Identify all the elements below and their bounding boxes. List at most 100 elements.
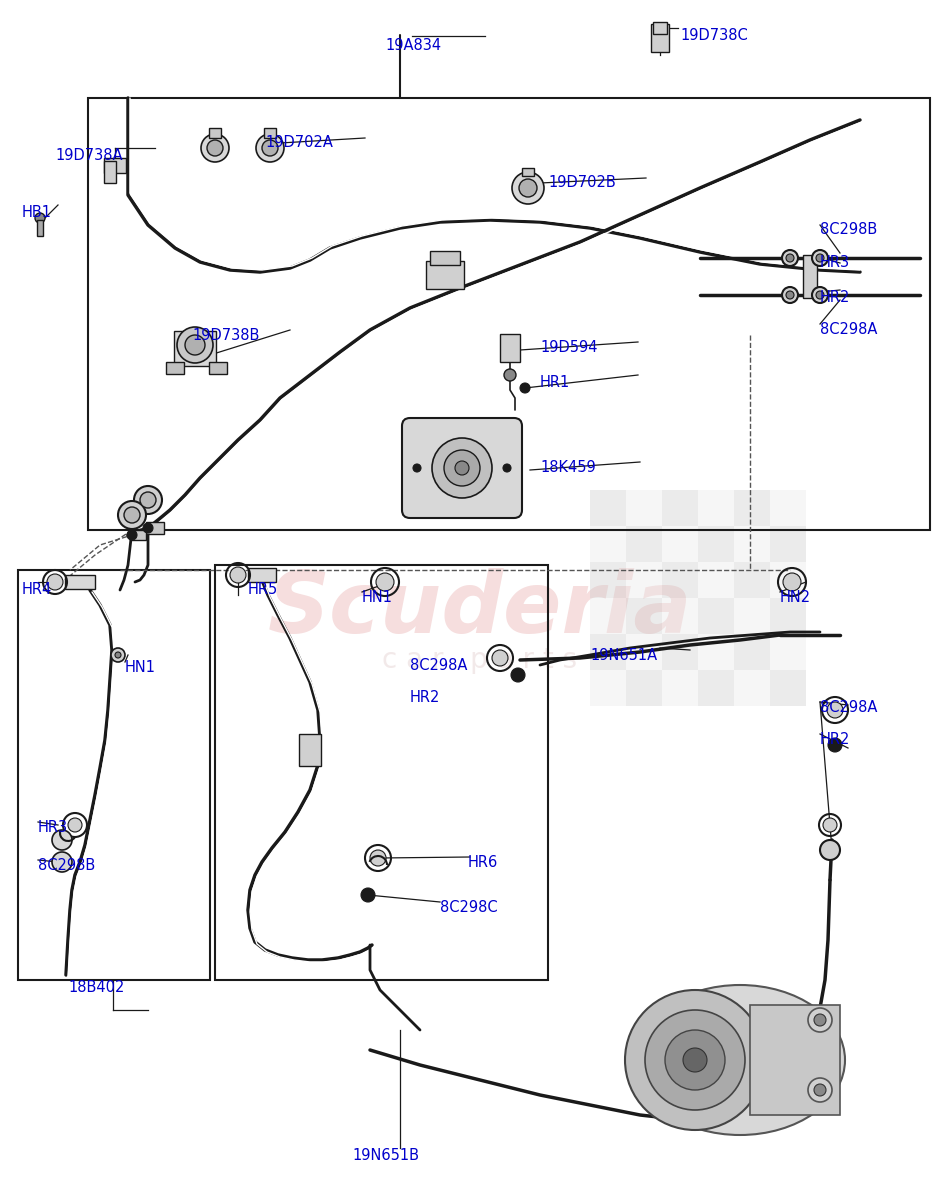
Circle shape — [413, 464, 421, 472]
Circle shape — [177, 326, 213, 362]
Circle shape — [143, 523, 153, 533]
Circle shape — [376, 572, 394, 590]
Circle shape — [665, 1030, 725, 1090]
Bar — [734, 670, 770, 706]
Bar — [299, 734, 321, 766]
Bar — [500, 334, 520, 362]
Text: HR1: HR1 — [540, 374, 570, 390]
Text: 8C298A: 8C298A — [820, 700, 878, 715]
Text: HR3: HR3 — [38, 820, 68, 835]
Text: HN1: HN1 — [125, 660, 156, 674]
Bar — [590, 598, 626, 634]
Text: 19D738C: 19D738C — [680, 28, 748, 43]
Circle shape — [230, 566, 246, 583]
Bar — [662, 598, 698, 634]
Bar — [146, 522, 164, 534]
Circle shape — [808, 1008, 832, 1032]
Text: 18K459: 18K459 — [540, 460, 596, 475]
Bar — [264, 128, 276, 138]
Text: 19D738B: 19D738B — [192, 328, 259, 343]
Circle shape — [185, 335, 205, 355]
Text: 19D702B: 19D702B — [548, 175, 616, 190]
Bar — [734, 526, 770, 562]
Bar — [662, 562, 698, 598]
Circle shape — [645, 1010, 745, 1110]
Bar — [130, 530, 146, 540]
Circle shape — [812, 287, 828, 302]
Bar — [626, 526, 662, 562]
Circle shape — [127, 530, 137, 540]
Bar — [430, 251, 460, 265]
Bar — [734, 490, 770, 526]
Circle shape — [361, 888, 375, 902]
Bar — [166, 362, 184, 374]
Circle shape — [432, 438, 492, 498]
Circle shape — [503, 464, 511, 472]
Bar — [662, 670, 698, 706]
Circle shape — [816, 290, 824, 299]
Circle shape — [118, 502, 146, 529]
Circle shape — [35, 214, 45, 223]
Circle shape — [816, 254, 824, 262]
Text: 8C298A: 8C298A — [820, 322, 878, 337]
Bar — [662, 490, 698, 526]
Bar — [770, 526, 806, 562]
Ellipse shape — [635, 985, 845, 1135]
Circle shape — [520, 383, 530, 392]
Bar — [104, 157, 126, 173]
Circle shape — [782, 287, 798, 302]
Circle shape — [140, 492, 156, 508]
Bar — [770, 634, 806, 670]
Circle shape — [786, 254, 794, 262]
Bar — [770, 598, 806, 634]
Bar — [750, 1006, 840, 1115]
Bar — [590, 526, 626, 562]
Circle shape — [504, 370, 516, 382]
Bar — [770, 562, 806, 598]
Bar — [662, 634, 698, 670]
Bar — [65, 575, 95, 589]
Circle shape — [683, 1048, 707, 1072]
Bar — [104, 161, 116, 182]
Circle shape — [207, 140, 223, 156]
Text: HR6: HR6 — [468, 854, 498, 870]
Text: 8C298A: 8C298A — [410, 658, 467, 673]
Bar — [590, 670, 626, 706]
Circle shape — [68, 818, 82, 832]
Bar — [590, 562, 626, 598]
Circle shape — [492, 650, 508, 666]
Text: 19D738A: 19D738A — [55, 148, 123, 163]
Circle shape — [820, 840, 840, 860]
Bar — [698, 634, 734, 670]
Text: HN2: HN2 — [780, 590, 811, 605]
Circle shape — [512, 172, 544, 204]
Circle shape — [115, 652, 121, 658]
Bar — [651, 24, 669, 52]
Text: 19D702A: 19D702A — [265, 134, 332, 150]
Circle shape — [52, 852, 72, 872]
Circle shape — [812, 250, 828, 266]
Circle shape — [783, 572, 801, 590]
Text: 8C298C: 8C298C — [440, 900, 498, 914]
Bar — [215, 565, 548, 980]
Bar — [803, 254, 817, 298]
Circle shape — [827, 702, 843, 718]
Bar — [522, 168, 534, 176]
Bar — [698, 670, 734, 706]
Bar — [662, 526, 698, 562]
Circle shape — [519, 179, 537, 197]
Bar — [698, 562, 734, 598]
Circle shape — [111, 648, 125, 662]
Bar — [626, 634, 662, 670]
Circle shape — [124, 506, 140, 523]
Text: 19D594: 19D594 — [540, 340, 598, 355]
Bar — [18, 570, 210, 980]
Bar — [734, 562, 770, 598]
Text: 19N651A: 19N651A — [590, 648, 657, 662]
Circle shape — [455, 461, 469, 475]
Bar — [248, 568, 276, 582]
Text: HN1: HN1 — [362, 590, 393, 605]
Text: Scuderia: Scuderia — [268, 569, 693, 652]
Circle shape — [782, 250, 798, 266]
Text: HR2: HR2 — [820, 290, 850, 305]
